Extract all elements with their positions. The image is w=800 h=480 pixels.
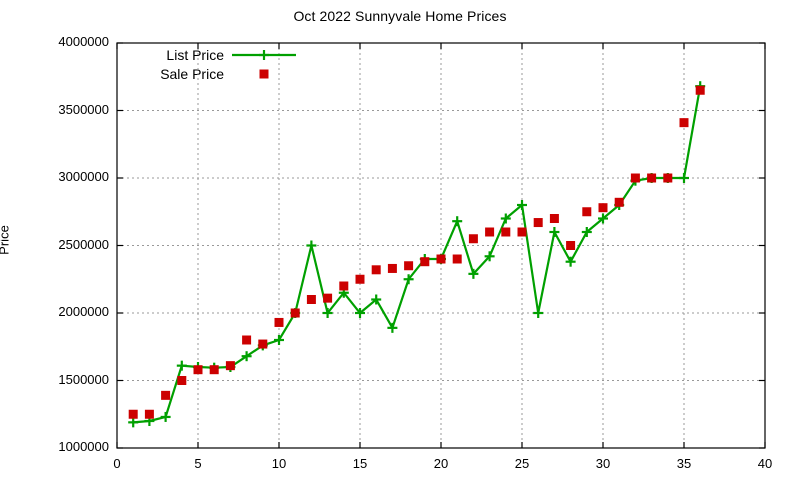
x-tick-label: 25	[514, 456, 530, 471]
sale-price-marker	[242, 335, 252, 345]
sale-price-marker	[193, 365, 203, 375]
legend-item-list-price: List Price	[166, 47, 224, 63]
sale-price-marker	[614, 197, 624, 207]
x-tick-label: 35	[676, 456, 692, 471]
sale-price-marker	[582, 207, 592, 217]
sale-price-marker	[209, 365, 219, 375]
series-list-price	[128, 81, 706, 428]
y-tick-label-text: 1000000	[58, 439, 109, 454]
sale-price-marker	[306, 295, 316, 304]
sale-price-marker	[290, 308, 300, 318]
sale-price-marker	[177, 376, 187, 385]
sale-price-marker	[161, 390, 171, 400]
sale-price-marker	[517, 227, 527, 237]
sale-price-marker	[274, 317, 284, 327]
sale-price-marker	[371, 265, 381, 275]
sale-price-marker	[258, 339, 268, 349]
sale-price-marker	[695, 85, 705, 95]
sale-price-marker	[225, 361, 235, 371]
y-tick-label-text: 3000000	[58, 169, 109, 184]
sale-price-marker	[404, 261, 414, 271]
sale-price-marker	[647, 173, 657, 183]
legend-marker-sale-price	[259, 69, 269, 79]
sale-price-marker	[323, 293, 333, 303]
x-tick-label: 10	[271, 456, 287, 471]
sale-price-marker	[630, 173, 640, 183]
tick-marks	[116, 42, 766, 449]
legend-glyphs	[232, 50, 296, 79]
sale-price-marker	[144, 409, 154, 419]
sale-price-marker	[128, 409, 138, 419]
y-tick-label-text: 4000000	[58, 34, 109, 49]
sale-price-marker	[387, 263, 397, 273]
sale-price-marker	[566, 241, 576, 250]
grid-lines	[117, 42, 765, 448]
sale-price-marker	[355, 274, 365, 284]
x-tick-label: 15	[352, 456, 368, 471]
sale-price-marker	[533, 218, 543, 228]
sale-price-marker	[339, 281, 349, 291]
x-tick-label: 20	[433, 456, 449, 471]
x-tick-label: 0	[113, 456, 121, 471]
sale-price-marker	[598, 203, 608, 213]
sale-price-marker	[436, 254, 446, 264]
chart-title: Oct 2022 Sunnyvale Home Prices	[293, 8, 507, 24]
x-tick-label: 30	[595, 456, 611, 471]
sale-price-marker	[501, 227, 511, 237]
y-tick-label-text: 2500000	[58, 236, 109, 252]
y-tick-label-text: 1500000	[58, 371, 109, 387]
x-tick-label: 5	[194, 456, 202, 471]
sale-price-marker	[549, 214, 559, 223]
sale-price-marker	[485, 227, 495, 237]
sale-price-marker	[468, 234, 478, 244]
sale-price-marker	[663, 173, 673, 183]
legend-item-sale-price: Sale Price	[160, 66, 224, 82]
y-tick-label-text: 2000000	[58, 304, 109, 319]
sale-price-marker	[452, 254, 462, 264]
y-tick-label-text: 3500000	[58, 101, 109, 117]
sale-price-marker	[420, 257, 430, 267]
sale-price-marker	[679, 118, 689, 128]
series-sale-price	[128, 85, 705, 419]
x-tick-label: 40	[757, 456, 773, 471]
